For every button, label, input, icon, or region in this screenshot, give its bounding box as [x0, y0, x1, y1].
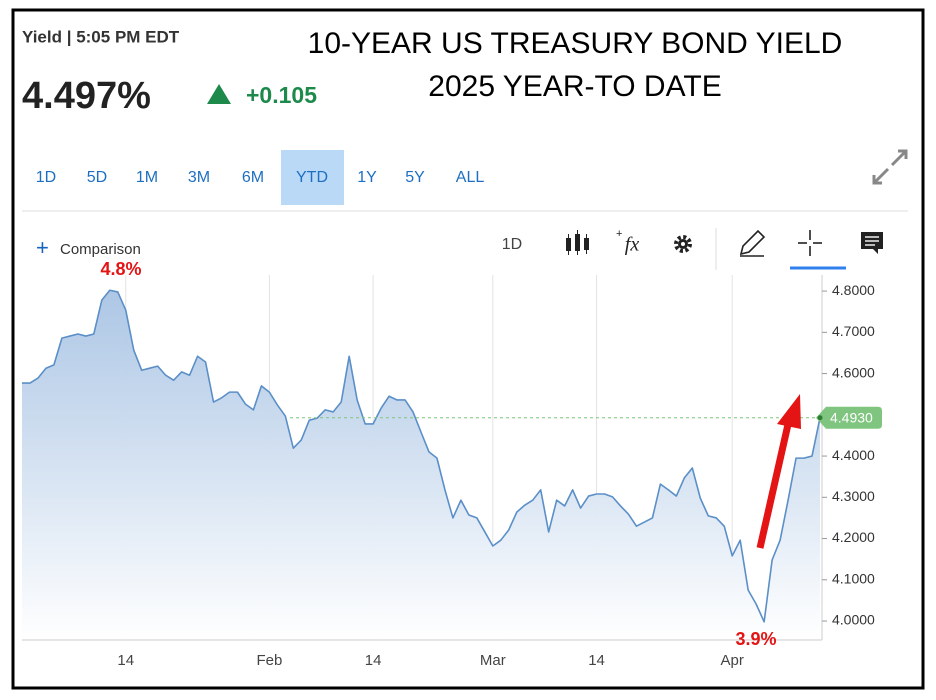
settings-icon[interactable] — [674, 235, 692, 253]
trend-arrow-head — [777, 394, 801, 429]
range-selector: 1D 5D 1M 3M 6M YTD 1Y 5Y ALL — [36, 150, 485, 205]
range-button[interactable]: 5Y — [405, 169, 425, 186]
y-tick-label: 4.8000 — [832, 282, 875, 298]
x-tick-label: Feb — [256, 652, 282, 669]
area-fill — [22, 290, 820, 640]
y-tick-label: 4.2000 — [832, 529, 875, 545]
y-tick-label: 4.3000 — [832, 488, 875, 504]
comparison-button[interactable]: Comparison — [60, 241, 141, 258]
value-tag — [816, 406, 882, 429]
range-button[interactable]: 1D — [36, 169, 56, 186]
y-tick-label: 4.0000 — [832, 612, 875, 628]
x-tick-label: 14 — [588, 652, 605, 669]
interval-button[interactable]: 1D — [502, 236, 522, 253]
quote-change: +0.105 — [246, 82, 317, 108]
y-tick-label: 4.7000 — [832, 323, 875, 339]
x-tick-label: 14 — [117, 652, 134, 669]
range-highlight — [281, 150, 344, 205]
range-button[interactable]: YTD — [296, 169, 328, 186]
up-arrow-icon — [207, 84, 231, 104]
range-button[interactable]: 3M — [188, 169, 210, 186]
y-tick-label: 4.6000 — [832, 364, 875, 380]
comment-icon[interactable] — [861, 232, 883, 254]
x-tick-label: 14 — [365, 652, 382, 669]
range-button[interactable]: ALL — [456, 169, 485, 186]
chart-title: 10-YEAR US TREASURY BOND YIELD — [308, 27, 843, 60]
range-button[interactable]: 1Y — [357, 169, 377, 186]
y-tick-label: 4.4000 — [832, 447, 875, 463]
annotation: 4.8% — [100, 259, 141, 279]
y-tick-label: 4.1000 — [832, 570, 875, 586]
range-button[interactable]: 6M — [242, 169, 264, 186]
quote-label: Yield | 5:05 PM EDT — [22, 27, 180, 46]
chart-title: 2025 YEAR-TO DATE — [428, 70, 721, 103]
crosshair-icon[interactable] — [798, 230, 822, 256]
range-button[interactable]: 1M — [136, 169, 158, 186]
line — [22, 289, 821, 623]
last-point — [817, 415, 823, 421]
add-icon[interactable]: + — [36, 235, 49, 260]
x-tick-label: Mar — [480, 652, 506, 669]
quote-price: 4.497% — [22, 75, 151, 117]
x-tick-label: Apr — [721, 652, 744, 669]
range-button[interactable]: 5D — [87, 169, 107, 186]
frame — [11, 8, 925, 690]
formula-button[interactable]: fx — [625, 234, 640, 256]
value-label: 4.4930 — [830, 409, 873, 425]
plus-icon: + — [616, 228, 622, 240]
candlestick-icon[interactable] — [566, 230, 589, 255]
expand-icon[interactable] — [872, 149, 908, 185]
trend-arrow — [756, 419, 793, 549]
draw-icon[interactable] — [739, 229, 766, 257]
annotation: 3.9% — [735, 629, 776, 649]
plot-area: 14 Feb 14 Mar 14 Apr 4.0000 4.1000 4.2000 4.3000 4… — [22, 259, 882, 669]
